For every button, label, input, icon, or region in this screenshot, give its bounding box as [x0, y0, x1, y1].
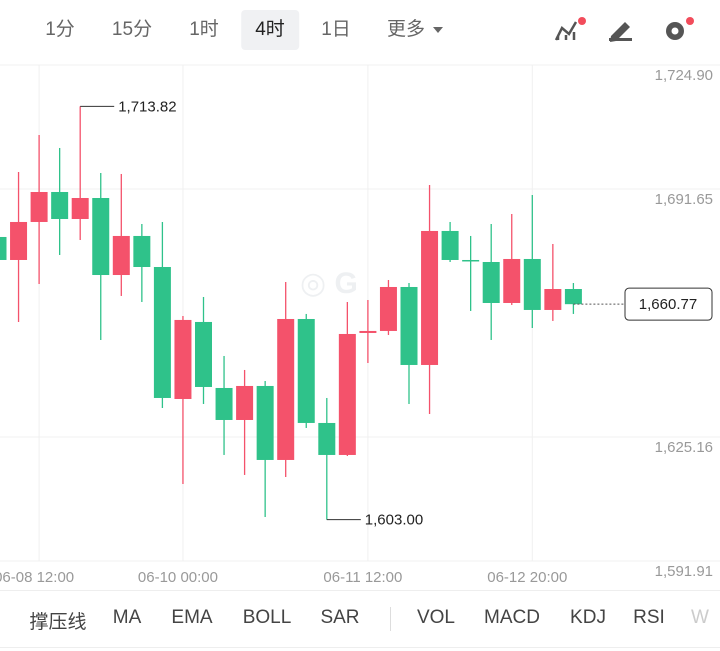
last-price-label: 1,660.77 — [639, 296, 697, 313]
interval-tab[interactable]: 1分 — [45, 19, 75, 40]
candle-body — [10, 221, 28, 260]
interval-tab[interactable]: 1时 — [189, 19, 219, 40]
max-label: 1,713.82 — [118, 98, 176, 115]
candle-body — [112, 235, 130, 276]
y-tick-label: 1,625.16 — [655, 439, 713, 456]
indicator-bar: 撑压线 MA EMA BOLL SAR VOL MACD KDJ RSI W — [0, 590, 720, 648]
candle-body — [379, 286, 397, 331]
candle-body — [195, 321, 212, 387]
candle-body — [462, 259, 480, 262]
candle-body — [256, 385, 274, 460]
candle-body — [92, 197, 110, 276]
indicator-tab[interactable]: BOLL — [242, 607, 292, 628]
y-tick-label: 1,591.91 — [655, 563, 713, 580]
indicator-tab[interactable]: VOL — [416, 607, 456, 628]
candle-body — [564, 289, 582, 305]
candle-body — [277, 318, 295, 460]
divider — [390, 607, 391, 631]
candle-body — [153, 266, 171, 398]
y-tick-label: 1,691.65 — [655, 191, 713, 208]
indicator-tab[interactable]: MACD — [484, 607, 540, 628]
candle-body — [421, 230, 439, 365]
candle-body — [441, 230, 459, 260]
indicator-tab[interactable]: MA — [112, 607, 142, 628]
candle-body — [174, 319, 192, 399]
indicator-tab[interactable]: EMA — [171, 607, 213, 628]
last-price-box — [624, 287, 713, 321]
chart: ◎ G 1,724.90 1,691.65 1,625.16 1,591.91 06-0… — [0, 64, 720, 586]
x-tick-label: 06-08 12:00 — [0, 569, 74, 586]
interval-tab[interactable]: 4时 — [241, 10, 299, 50]
candle-body — [0, 236, 7, 260]
candle-body — [482, 261, 500, 303]
indicator-tab[interactable]: RSI — [633, 607, 665, 628]
candle-body — [297, 318, 315, 423]
toolbar: 1分 15分 1时 4时 1日 更多 — [0, 0, 720, 60]
x-tick-label: 06-12 20:00 — [487, 569, 567, 586]
candle-body — [318, 422, 336, 455]
indicator-tab[interactable]: 撑压线 — [29, 612, 87, 633]
candle-body — [236, 385, 254, 420]
candle-body — [523, 258, 541, 310]
watermark-shape: ◎ G — [300, 267, 358, 300]
candle-body — [503, 258, 521, 303]
candle-body — [71, 197, 89, 219]
x-tick-label: 06-10 00:00 — [138, 569, 218, 586]
indicator-tab[interactable]: SAR — [320, 607, 360, 628]
indicator-tab[interactable]: KDJ — [570, 607, 606, 628]
candle-body — [338, 333, 356, 455]
candle-body — [215, 387, 233, 420]
interval-tab[interactable]: 15分 — [111, 19, 153, 40]
indicator-tab[interactable]: W — [691, 607, 709, 628]
candle-body — [30, 191, 48, 222]
candle-body — [400, 286, 418, 365]
y-tick-label: 1,724.90 — [655, 67, 713, 84]
interval-tab[interactable]: 1日 — [321, 19, 351, 40]
min-label: 1,603.00 — [365, 512, 423, 529]
candle-body — [359, 330, 377, 333]
interval-tab[interactable]: 更多 — [386, 19, 426, 40]
candle-body — [51, 191, 69, 219]
candle-body — [133, 235, 151, 267]
candle-body — [544, 289, 562, 310]
x-tick-label: 06-11 12:00 — [323, 569, 402, 586]
